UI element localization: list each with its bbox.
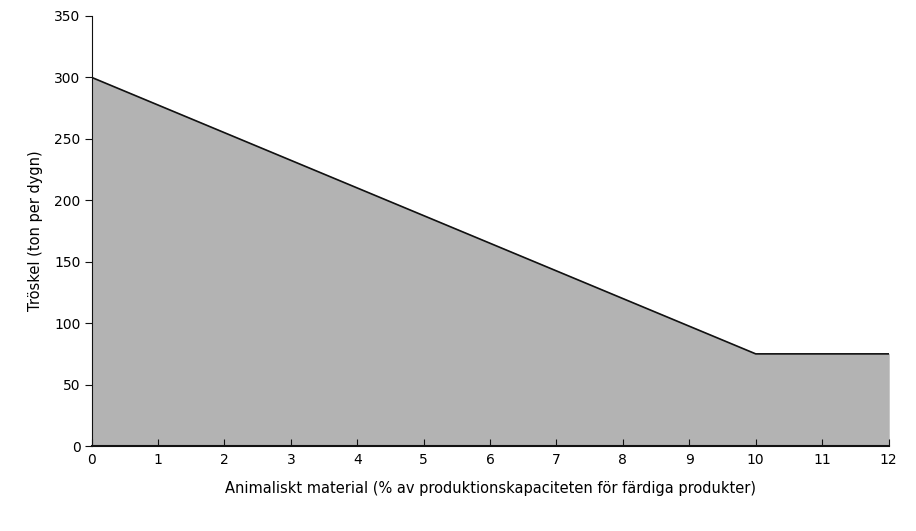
Y-axis label: Tröskel (ton per dygn): Tröskel (ton per dygn): [28, 151, 43, 311]
X-axis label: Animaliskt material (% av produktionskapaciteten för färdiga produkter): Animaliskt material (% av produktionskap…: [224, 481, 756, 496]
